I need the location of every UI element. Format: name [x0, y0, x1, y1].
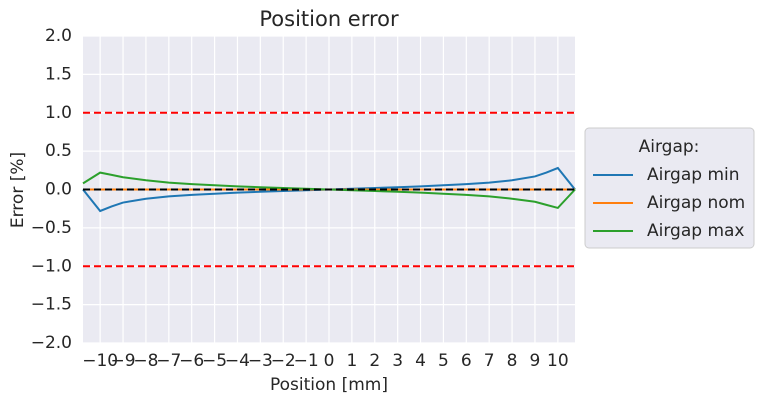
- x-tick-label: −7: [156, 351, 181, 371]
- x-tick-label: −6: [179, 351, 204, 371]
- x-tick-label: 1: [346, 351, 357, 371]
- x-tick-label: −1: [294, 351, 319, 371]
- x-axis-label: Position [mm]: [270, 375, 388, 395]
- x-tick-label: 9: [530, 351, 541, 371]
- x-tick-label: 6: [461, 351, 472, 371]
- x-tick-label: 0: [324, 351, 335, 371]
- y-tick-label: −1.5: [31, 295, 72, 315]
- chart-title: Position error: [259, 7, 399, 31]
- legend-title: Airgap:: [639, 137, 700, 157]
- x-tick-label: 5: [438, 351, 449, 371]
- legend-box: [584, 127, 755, 249]
- x-tick-label: 10: [547, 351, 569, 371]
- x-tick-label: −5: [202, 351, 227, 371]
- y-tick-label: 2.0: [45, 26, 72, 46]
- y-tick-label: −1.0: [31, 256, 72, 276]
- legend: Airgap: Airgap min Airgap nom Airgap max: [584, 127, 755, 249]
- x-tick-label: 8: [507, 351, 518, 371]
- x-tick-label: −9: [111, 351, 136, 371]
- x-tick-label: −8: [133, 351, 158, 371]
- y-tick-label: −2.0: [31, 333, 72, 353]
- x-tick-label: 4: [415, 351, 426, 371]
- x-tick-label: −4: [225, 351, 250, 371]
- y-tick-label: 1.0: [45, 103, 72, 123]
- x-tick-label: 2: [369, 351, 380, 371]
- y-axis-label: Error [%]: [8, 152, 28, 228]
- y-tick-label: 0.5: [45, 141, 72, 161]
- x-tick-label: −2: [271, 351, 296, 371]
- y-tick-label: −0.5: [31, 218, 72, 238]
- x-tick-label: −3: [248, 351, 273, 371]
- x-tick-label: 3: [392, 351, 403, 371]
- legend-label: Airgap max: [647, 221, 744, 241]
- legend-label: Airgap min: [647, 165, 740, 185]
- y-tick-label: 0.0: [45, 180, 72, 200]
- y-tick-label: 1.5: [45, 64, 72, 84]
- legend-label: Airgap nom: [647, 193, 745, 213]
- x-tick-label: 7: [484, 351, 495, 371]
- x-tick-label: −10: [82, 351, 118, 371]
